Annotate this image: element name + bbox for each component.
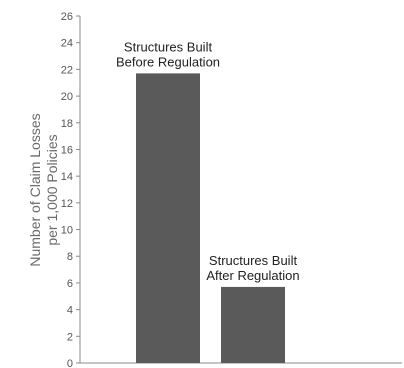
y-tick-label: 8 <box>67 251 73 263</box>
y-tick-label: 26 <box>61 11 73 23</box>
bar-label: After Regulation <box>206 268 299 283</box>
y-axis-title-line-1: Number of Claim Losses <box>27 113 43 266</box>
bar <box>221 286 285 363</box>
bar-label: Before Regulation <box>116 54 220 69</box>
y-tick-label: 20 <box>61 91 73 103</box>
bar-label: Structures Built <box>124 39 213 54</box>
y-tick-label: 6 <box>67 278 73 290</box>
y-tick-label: 12 <box>61 198 73 210</box>
y-tick-label: 2 <box>67 331 73 343</box>
y-tick-label: 22 <box>61 64 73 76</box>
bar-label: Structures Built <box>209 253 298 268</box>
y-tick-label: 16 <box>61 144 73 156</box>
y-tick-label: 24 <box>61 38 73 50</box>
bar <box>136 73 200 363</box>
y-tick-label: 10 <box>61 225 73 237</box>
y-tick-label: 4 <box>67 305 73 317</box>
y-tick-label: 18 <box>61 118 73 130</box>
y-axis-title: Number of Claim Losses per 1,000 Policie… <box>27 113 60 266</box>
y-tick-label: 14 <box>61 171 73 183</box>
y-tick-label: 0 <box>67 358 73 368</box>
y-axis-title-line-2: per 1,000 Policies <box>44 134 60 245</box>
